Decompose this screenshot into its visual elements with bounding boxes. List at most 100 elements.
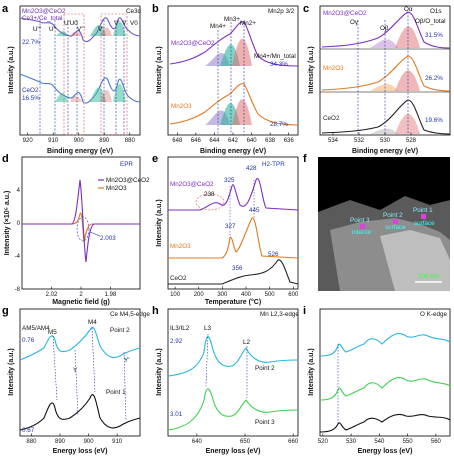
trace-1 bbox=[319, 333, 451, 357]
x-ticks: 520 530 540 550 560 bbox=[318, 433, 442, 445]
g-value-annotation: 2.003 bbox=[100, 235, 116, 242]
x-tick-label: 300 bbox=[217, 292, 228, 298]
x-tick-label: 650 bbox=[240, 439, 251, 445]
x-axis-label: Magnetic field (g) bbox=[52, 299, 110, 306]
fit-top-fill-2 bbox=[70, 27, 112, 36]
trace-orange bbox=[22, 212, 140, 243]
trace-point-1 bbox=[19, 394, 141, 431]
panel-title: Mn L2,3-edge bbox=[260, 311, 299, 318]
x-tick-label: 640 bbox=[192, 439, 203, 445]
x-tick-label: 640 bbox=[247, 138, 258, 144]
peak-label: V bbox=[122, 20, 127, 27]
y-tick-label: -8 bbox=[15, 287, 21, 293]
panel-letter-c: c bbox=[303, 3, 309, 15]
trace-point-2 bbox=[167, 336, 299, 377]
top-percent: 22.7% bbox=[22, 39, 40, 46]
ratio-value: 2.92 bbox=[170, 338, 183, 345]
peak-value: 445 bbox=[249, 207, 260, 214]
peak-label: Mn2+ bbox=[240, 20, 256, 27]
peak-label: Mn3+ bbox=[224, 16, 240, 23]
peak-label: V' bbox=[114, 20, 119, 27]
panel-h: h Mn L2,3-edge IL3/IL2 2.92 3.01 Point 2… bbox=[152, 305, 299, 455]
axes-frame bbox=[167, 156, 299, 290]
peak-value: 238 bbox=[204, 191, 215, 198]
y-axis-label: Intensity (a.u.) bbox=[156, 46, 163, 93]
panel-title: O K-edge bbox=[420, 311, 447, 318]
fit-top-fill bbox=[55, 21, 126, 36]
trace-top bbox=[19, 17, 141, 43]
x-tick-label: 638 bbox=[265, 138, 276, 144]
x-ticks: 920 910 900 890 880 bbox=[23, 132, 136, 144]
fit-bottom-fill bbox=[55, 83, 126, 102]
y-axis-label: Intensity (a.u.) bbox=[308, 348, 315, 395]
panel-title: H2-TPR bbox=[262, 161, 285, 168]
trace-black bbox=[168, 259, 299, 285]
bottom-percent: 28.7% bbox=[270, 121, 288, 128]
edge-label: Ce3d bbox=[126, 8, 142, 15]
x-axis-label: Binding energy (eV) bbox=[352, 148, 418, 155]
x-tick-label: 500 bbox=[265, 292, 276, 298]
legend-entry: Mn2O3@CeO2 bbox=[106, 177, 150, 184]
panel-letter-f: f bbox=[303, 153, 307, 165]
x-axis-label: Binding energy (eV) bbox=[47, 148, 113, 155]
fit-bottom-fill-2 bbox=[70, 89, 112, 102]
x-tick-label: 880 bbox=[125, 138, 136, 144]
y-axis-label: Intensity (a.u.) bbox=[156, 348, 163, 395]
peak-value: 526 bbox=[268, 251, 279, 258]
trace-top bbox=[169, 21, 299, 67]
x-axis-label: Energy loss (eV) bbox=[53, 448, 108, 455]
edge-label: Mn2p 3/2 bbox=[268, 8, 295, 15]
panel-title: EPR bbox=[120, 161, 133, 168]
peak-label: U'' bbox=[49, 26, 56, 33]
ratio-label: Oβ/O_total bbox=[415, 18, 446, 25]
axes-frame bbox=[19, 308, 141, 437]
panel-e: e H2-TPR Mn2O3@CeO2 238 325 428 Mn2O3 32… bbox=[152, 153, 299, 306]
x-tick-label: 890 bbox=[99, 138, 110, 144]
peak-value: 428 bbox=[246, 165, 257, 172]
x-tick-label: 200 bbox=[194, 292, 205, 298]
peak-label: L3 bbox=[204, 325, 212, 332]
trace-bottom bbox=[19, 73, 141, 104]
panel-d: d 2.003 EPR Mn2O3@CeO2 Mn2O3 2.02 2 1.98 4… bbox=[2, 153, 150, 306]
peak-label: L2 bbox=[243, 339, 251, 346]
peak-label: U'U0 bbox=[64, 20, 78, 27]
x-axis-label: Binding energy (eV) bbox=[200, 148, 266, 155]
peak-label: Mn4+ bbox=[210, 23, 226, 30]
x-axis-label: Temperature (°C) bbox=[205, 298, 261, 306]
x-ticks: 648 646 644 642 640 638 636 bbox=[172, 132, 294, 144]
trace-bottom bbox=[169, 83, 299, 126]
x-tick-label: 550 bbox=[403, 439, 414, 445]
trace-label: Mn2O3@CeO2 bbox=[323, 10, 367, 17]
bottom-trace-label: CeO2 bbox=[22, 87, 39, 94]
peak-label: Oγ bbox=[350, 19, 359, 26]
x-tick-label: 2.02 bbox=[46, 292, 58, 298]
ratio-value: 3.01 bbox=[170, 411, 183, 418]
peak-labels: U''' U'' U'U0 V''' V'' V' V V0 bbox=[33, 20, 138, 33]
bottom-trace-label: Mn2O3 bbox=[171, 103, 192, 110]
peak-value: 356 bbox=[232, 265, 243, 272]
x-tick-label: 880 bbox=[26, 439, 37, 445]
trace-pct: 19.6% bbox=[425, 117, 443, 124]
trace-2 bbox=[319, 377, 451, 401]
point-note: surface bbox=[414, 220, 435, 227]
x-tick-label: 2 bbox=[79, 292, 83, 298]
peak-guides bbox=[39, 20, 125, 135]
fit-1b bbox=[395, 26, 420, 48]
x-tick-label: 910 bbox=[48, 138, 59, 144]
ratio-label: AM5/AM4 bbox=[22, 325, 50, 332]
x-tick-label: 100 bbox=[170, 292, 181, 298]
y-axis-label: Intensity (a.u.) bbox=[308, 46, 315, 93]
peak-label: V''' bbox=[77, 26, 85, 33]
panel-letter-a: a bbox=[2, 3, 9, 15]
x-ticks: 100 200 300 400 500 600 bbox=[170, 286, 299, 298]
panel-title: Ce M4,5-edge bbox=[110, 311, 150, 318]
point-label: Point 1 bbox=[413, 207, 433, 214]
x-tick-label: 890 bbox=[55, 439, 66, 445]
peak-label: Y' bbox=[124, 357, 129, 364]
peak-label: M5 bbox=[48, 329, 57, 336]
ratio-label: Mn4+/Mn_total bbox=[254, 53, 296, 60]
trace-point-2 bbox=[19, 326, 141, 361]
ratio-label: Ce3+/Ce_total bbox=[22, 15, 62, 22]
x-tick-label: 648 bbox=[172, 138, 183, 144]
